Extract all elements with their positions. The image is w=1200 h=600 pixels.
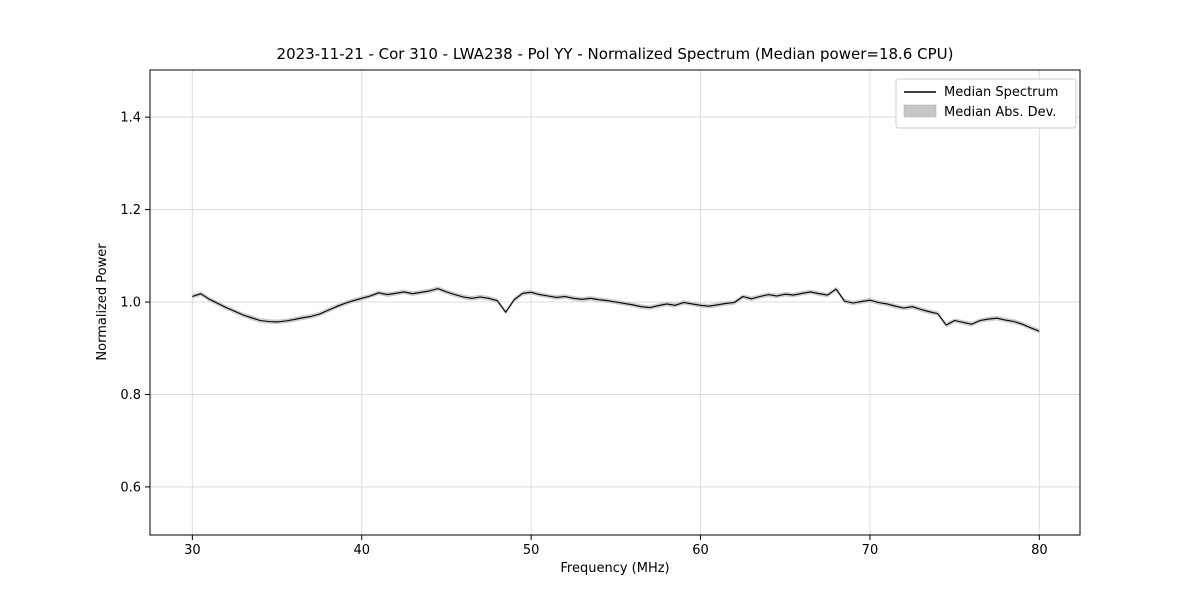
x-tick-label: 30: [184, 543, 201, 558]
x-axis-label: Frequency (MHz): [560, 561, 669, 576]
legend-band-sample: [903, 104, 937, 118]
median-spectrum-line-group: [192, 288, 1040, 332]
axes-frame: [149, 69, 1081, 536]
chart-title: 2023-11-21 - Cor 310 - LWA238 - Pol YY -…: [277, 45, 954, 63]
y-axis-label: Normalized Power: [95, 243, 110, 361]
legend: Median Spectrum Median Abs. Dev.: [895, 78, 1077, 129]
legend-box: [895, 78, 1077, 129]
y-tick-label: 0.8: [120, 388, 141, 403]
legend-label-median-abs-dev: Median Abs. Dev.: [944, 105, 1056, 120]
x-tick-label: 40: [353, 543, 370, 558]
x-tick-label: 50: [523, 543, 540, 558]
y-tick-label: 1.4: [120, 111, 141, 126]
y-tick-label: 1.2: [120, 203, 141, 218]
x-tick-label: 60: [692, 543, 709, 558]
x-tick-label: 80: [1031, 543, 1048, 558]
legend-label-median-spectrum: Median Spectrum: [944, 85, 1058, 100]
y-tick-label: 0.6: [120, 480, 141, 495]
median-spectrum-line: [192, 288, 1040, 332]
tick-labels: 30 40 50 60 70 80 0.6 0.8 1.0 1.2 1.4: [120, 111, 1047, 558]
y-tick-label: 1.0: [120, 296, 141, 311]
axis-ticks: [145, 116, 1040, 540]
x-tick-label: 70: [862, 543, 879, 558]
